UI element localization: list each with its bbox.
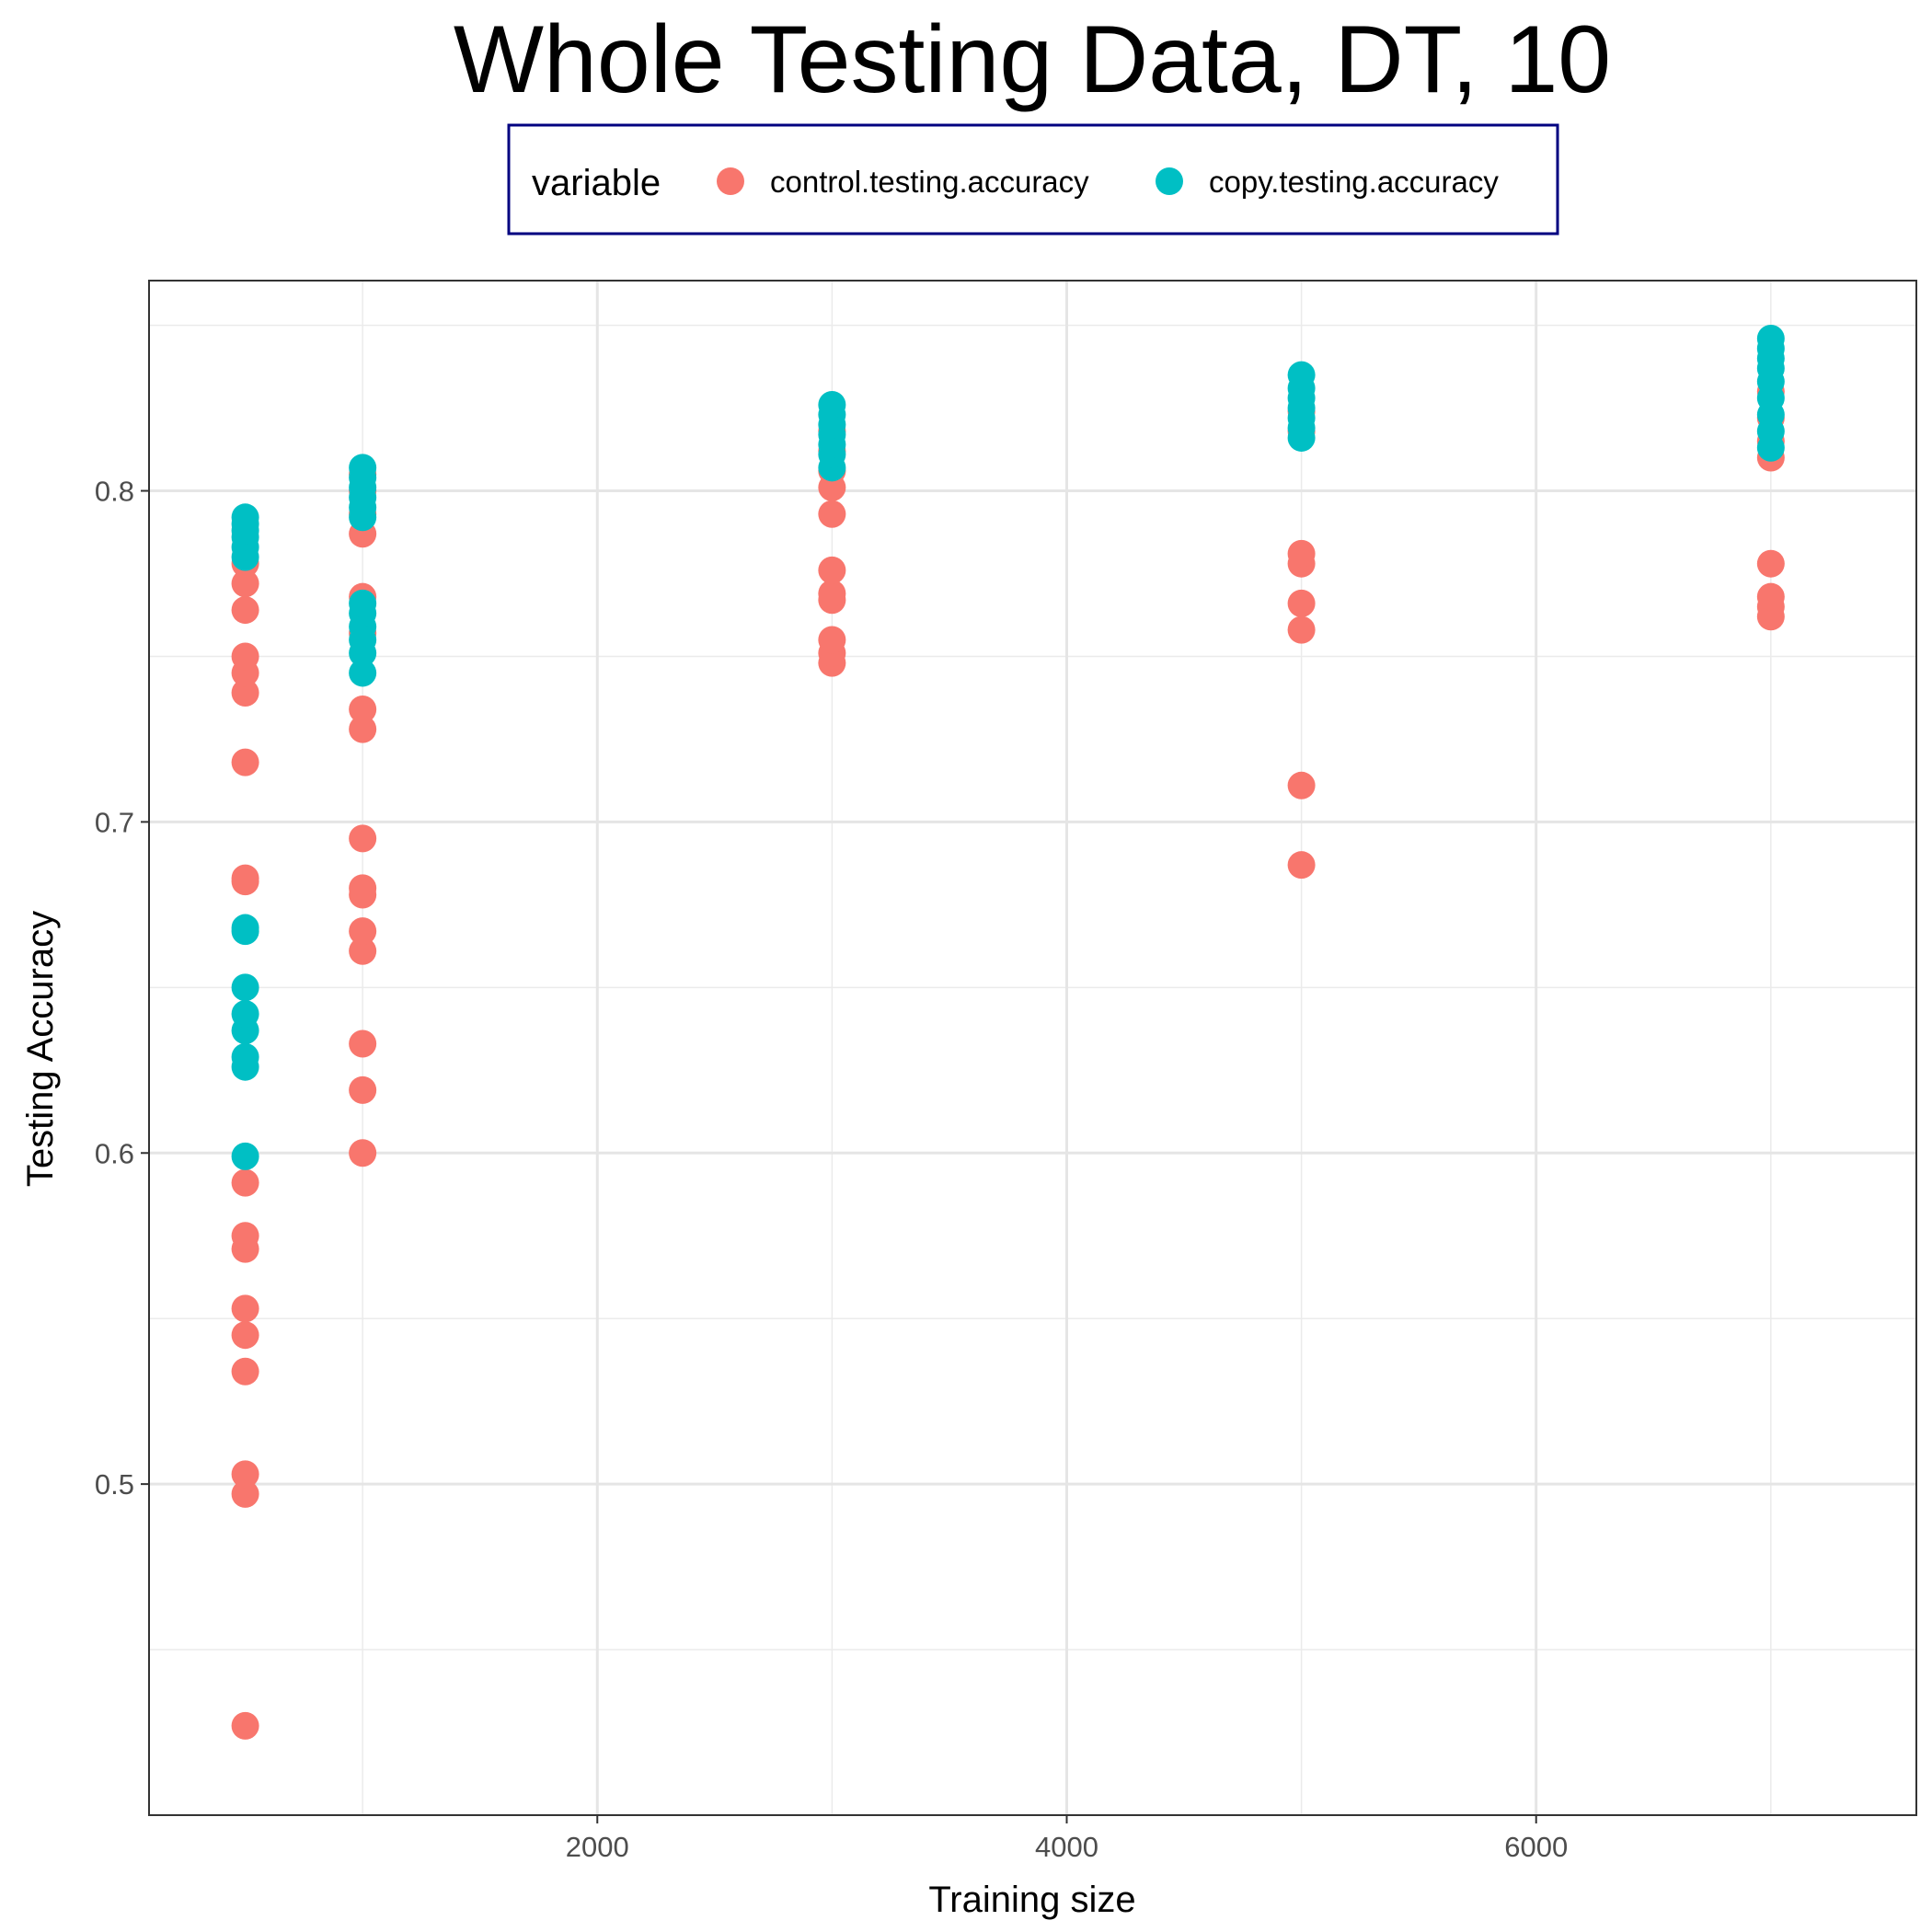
data-point-copy: [349, 454, 377, 482]
data-point-control: [231, 748, 259, 776]
data-point-control: [231, 1294, 259, 1323]
data-point-control: [349, 874, 377, 903]
data-point-control: [349, 824, 377, 853]
data-point-control: [818, 500, 846, 528]
data-point-copy: [349, 589, 377, 617]
legend-key-control: [717, 167, 744, 195]
data-point-control: [349, 1139, 377, 1167]
y-tick-label: 0.5: [95, 1468, 134, 1501]
data-point-control: [231, 1357, 259, 1386]
y-tick-label: 0.6: [95, 1137, 134, 1169]
data-point-control: [349, 696, 377, 724]
plot-border: [148, 280, 1917, 1816]
x-axis-title: Training size: [928, 1880, 1135, 1920]
data-point-copy: [231, 503, 259, 532]
data-point-control: [1287, 615, 1316, 644]
data-point-control: [1287, 589, 1316, 617]
legend: variable control.testing.accuracy copy.t…: [507, 123, 1559, 236]
data-point-copy: [1756, 324, 1785, 352]
data-point-control: [349, 917, 377, 946]
y-axis-title: Testing Accuracy: [20, 911, 61, 1187]
y-tick-label: 0.8: [95, 476, 134, 508]
data-point-control: [231, 1168, 259, 1197]
chart-title: Whole Testing Data, DT, 10: [454, 6, 1611, 113]
data-point-control: [1287, 851, 1316, 880]
data-point-control: [349, 1075, 377, 1104]
data-point-copy: [231, 1142, 259, 1170]
data-point-copy: [1287, 361, 1316, 389]
data-point-copy: [231, 914, 259, 942]
x-tick-label: 6000: [1504, 1831, 1568, 1863]
data-point-control: [231, 1711, 259, 1740]
data-point-control: [231, 679, 259, 707]
legend-key-copy: [1156, 167, 1183, 195]
data-point-control: [231, 1460, 259, 1489]
legend-title: variable: [532, 163, 661, 203]
data-point-control: [231, 596, 259, 625]
data-point-control: [349, 715, 377, 743]
data-point-control: [349, 1029, 377, 1058]
data-point-control: [231, 1222, 259, 1250]
plot-background: [149, 281, 1916, 1815]
legend-box: [507, 123, 1559, 236]
x-tick-label: 4000: [1035, 1831, 1098, 1863]
data-point-control: [1287, 771, 1316, 799]
data-point-copy: [231, 1000, 259, 1029]
data-point-copy: [818, 390, 846, 419]
legend-label-control: control.testing.accuracy: [770, 165, 1089, 199]
legend-label-copy: copy.testing.accuracy: [1209, 165, 1499, 199]
data-point-control: [231, 864, 259, 892]
x-tick-label: 2000: [566, 1831, 629, 1863]
data-point-control: [818, 556, 846, 584]
data-point-copy: [231, 1042, 259, 1071]
data-point-control: [1756, 582, 1785, 611]
data-point-control: [231, 642, 259, 671]
data-point-control: [1287, 539, 1316, 568]
y-tick-label: 0.7: [95, 806, 134, 838]
data-point-control: [231, 1479, 259, 1508]
data-point-control: [818, 626, 846, 654]
data-point-control: [231, 569, 259, 598]
plot-area: 2000 4000 6000 0.5 0.6 0.7 0.8: [95, 280, 1917, 1863]
data-point-control: [1756, 549, 1785, 578]
data-point-copy: [349, 659, 377, 687]
data-point-control: [818, 580, 846, 608]
data-point-copy: [231, 973, 259, 1002]
data-point-control: [231, 1321, 259, 1350]
data-point-control: [349, 937, 377, 965]
